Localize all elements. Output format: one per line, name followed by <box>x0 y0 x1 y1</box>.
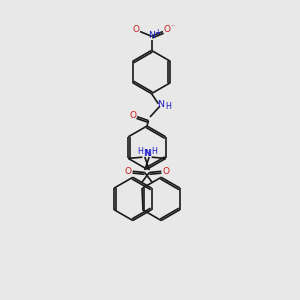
Text: N: N <box>143 149 150 158</box>
Text: ⁻: ⁻ <box>170 22 175 31</box>
Text: O: O <box>125 167 132 176</box>
Text: O: O <box>164 25 171 34</box>
Text: N: N <box>144 149 151 158</box>
Text: O: O <box>132 25 140 34</box>
Text: O: O <box>129 111 136 120</box>
Text: N: N <box>148 32 155 40</box>
Text: O: O <box>162 167 169 176</box>
Text: H: H <box>151 147 157 156</box>
Text: H: H <box>137 147 143 156</box>
Text: H: H <box>165 102 171 111</box>
Text: N: N <box>157 100 164 109</box>
Text: +: + <box>154 28 160 37</box>
